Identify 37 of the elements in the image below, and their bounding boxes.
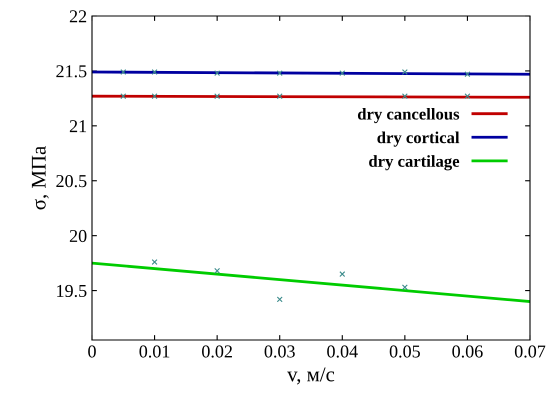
point xyxy=(402,69,408,75)
y-tick-label: 19.5 xyxy=(57,284,86,298)
x-tick-label: 0.06 xyxy=(452,345,483,358)
point xyxy=(402,284,408,290)
point xyxy=(464,71,470,78)
point xyxy=(120,93,126,100)
point xyxy=(276,296,283,302)
point xyxy=(152,93,158,100)
point xyxy=(152,69,158,75)
point xyxy=(339,70,346,76)
y-tick-label: 20.5 xyxy=(56,175,86,188)
x-tick-label: 0.07 xyxy=(514,345,546,358)
point xyxy=(339,271,346,278)
point xyxy=(120,69,126,75)
point xyxy=(214,268,220,274)
x-tick-label: 0.02 xyxy=(202,345,232,358)
y-tick-label: 21 xyxy=(70,120,86,132)
point xyxy=(214,70,220,76)
point xyxy=(276,93,283,100)
legend-label: dry cortical xyxy=(377,132,460,147)
x-tick-label: 0.04 xyxy=(327,345,358,358)
y-tick-label: 21.5 xyxy=(56,65,86,78)
point xyxy=(464,93,470,100)
x-tick-label: 0 xyxy=(88,345,96,358)
legend-label: dry cancellous xyxy=(358,108,460,124)
x-axis-title: v, м/с xyxy=(287,368,334,384)
x-tick-label: 0.01 xyxy=(139,345,170,358)
y-tick-label: 20 xyxy=(70,230,86,242)
legend-label: dry cartilage xyxy=(369,155,460,170)
x-tick-label: 0.05 xyxy=(390,345,420,358)
x-tick-label: 0.03 xyxy=(264,345,295,358)
point xyxy=(402,93,408,100)
y-axis-title: σ, МПа xyxy=(32,146,49,210)
point xyxy=(152,259,158,265)
y-tick-label: 22 xyxy=(70,10,86,22)
point xyxy=(214,93,220,100)
point xyxy=(276,70,283,76)
